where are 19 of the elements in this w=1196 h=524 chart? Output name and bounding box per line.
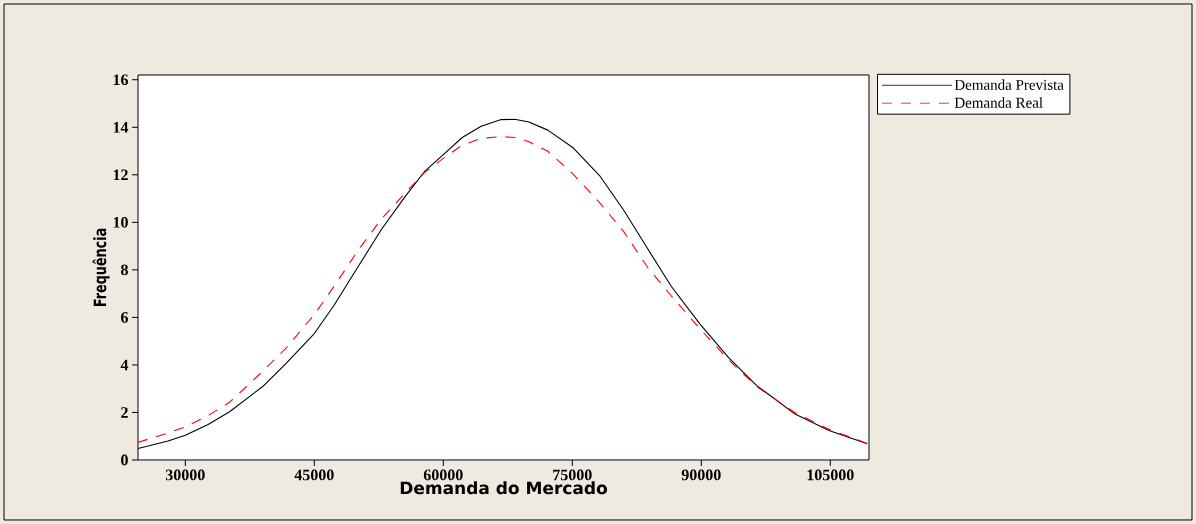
x-axis-title: Demanda do Mercado [400,481,608,495]
x-tick-label: 60000 [423,469,463,481]
x-tick-label: 90000 [681,469,721,481]
y-tick-label: 0 [121,454,128,466]
x-tick-label: 45000 [294,469,334,481]
legend-label: Demanda Real [954,97,1043,108]
y-tick-label: 10 [113,216,128,228]
y-tick-label: 14 [113,122,129,133]
x-tick-label: 30000 [165,469,205,481]
y-tick-label: 8 [121,264,128,276]
x-tick-label: 105000 [807,469,854,481]
y-tick-label: 6 [121,312,129,323]
y-tick-label: 12 [113,169,128,181]
y-tick-label: 4 [120,359,129,371]
y-tick-label: 2 [121,407,128,418]
legend-label: Demanda Prevista [954,79,1064,90]
x-tick-label: 75000 [553,469,592,481]
y-tick-label: 16 [113,74,129,86]
y-axis-title: Frequência [92,228,110,306]
